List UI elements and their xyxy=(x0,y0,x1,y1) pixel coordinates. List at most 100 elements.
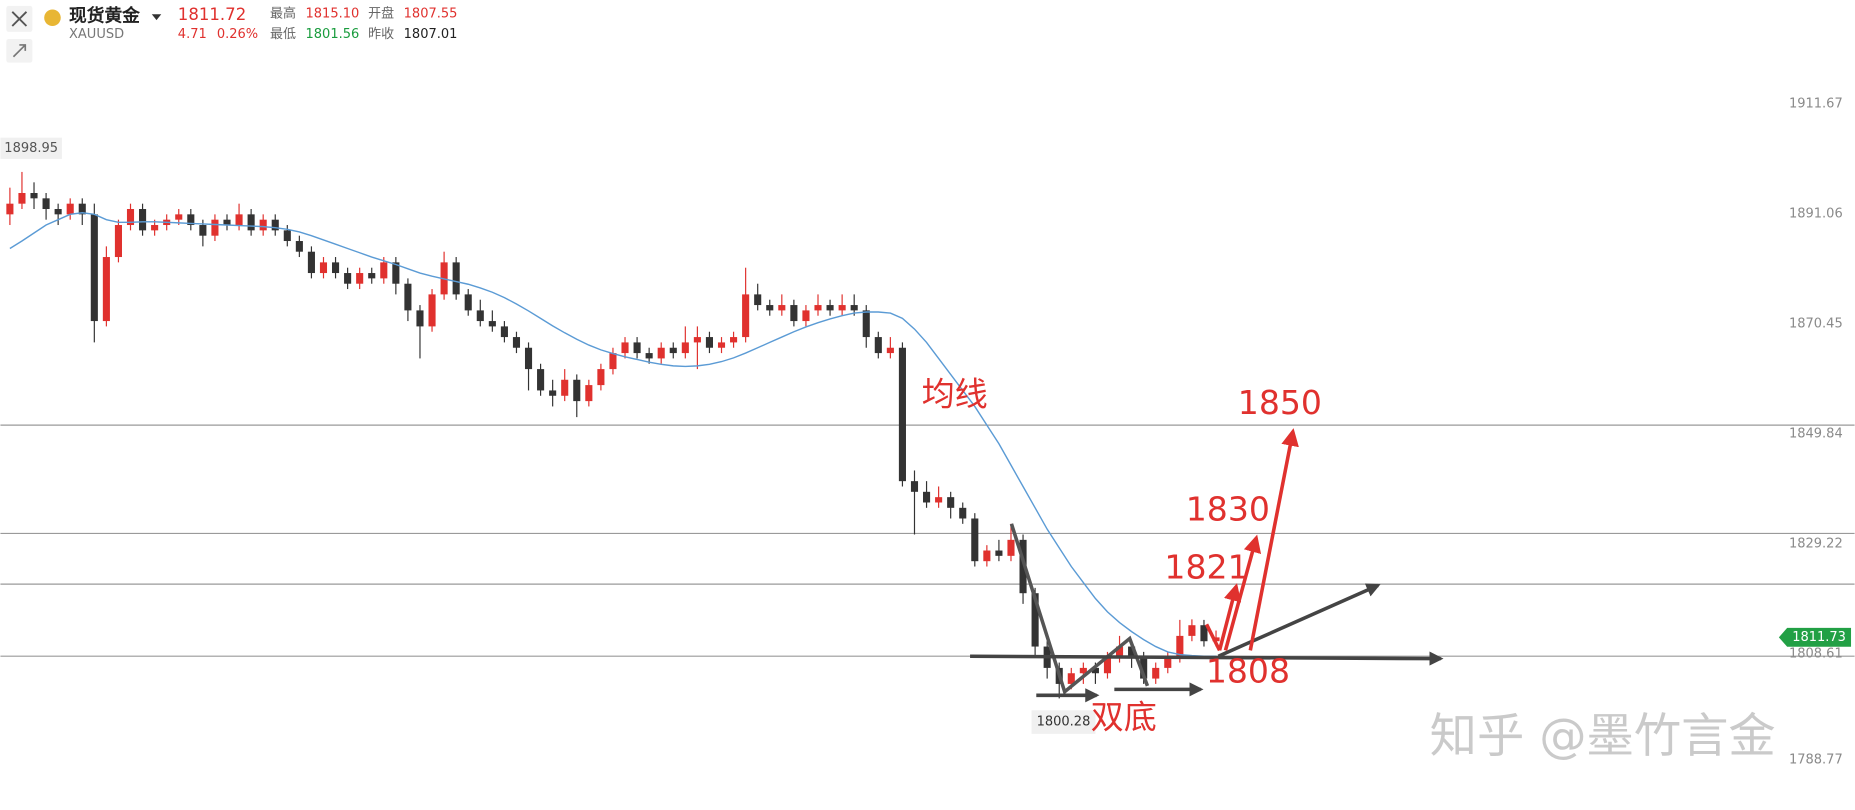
candle-body xyxy=(392,262,400,284)
candle-body xyxy=(959,507,967,519)
candle-body xyxy=(30,193,38,199)
candle-body xyxy=(1176,635,1184,658)
symbol-code: XAUUSD xyxy=(69,27,124,42)
candle-body xyxy=(1140,657,1148,679)
candle-body xyxy=(790,305,798,322)
candle-body xyxy=(476,310,484,322)
candle-body xyxy=(1103,657,1112,674)
candle-body xyxy=(1115,646,1124,658)
stat-label: 最低 xyxy=(270,27,296,42)
candle-body xyxy=(90,214,98,322)
candle-body xyxy=(947,497,955,508)
stat-label: 开盘 xyxy=(368,6,394,22)
candle-body xyxy=(1188,625,1196,636)
candle-body xyxy=(826,305,834,311)
y-tick-label: 1870.45 xyxy=(1789,317,1843,332)
symbol-name[interactable]: 现货黄金 xyxy=(69,5,140,27)
candle-body xyxy=(175,214,183,220)
candle-body xyxy=(983,550,991,562)
candle-body xyxy=(573,379,581,402)
candle-body xyxy=(995,550,1003,556)
candle-body xyxy=(862,310,870,338)
candle-body xyxy=(428,294,436,327)
candle-body xyxy=(1152,667,1160,679)
stat-label: 最高 xyxy=(270,6,296,22)
candle-body xyxy=(838,305,846,311)
candle-body xyxy=(271,219,279,231)
high-label: 1898.95 xyxy=(4,141,58,156)
annotation: 1808 xyxy=(1206,651,1290,690)
candle-body xyxy=(561,379,569,396)
candle-body xyxy=(139,209,147,231)
candle-body xyxy=(549,390,557,396)
candle-body xyxy=(78,203,86,215)
candle-body xyxy=(645,353,653,359)
candle-body xyxy=(778,305,786,311)
candle-body xyxy=(585,385,593,402)
y-tick-label: 1849.84 xyxy=(1789,426,1843,441)
candle-body xyxy=(1128,646,1136,658)
candle-body xyxy=(537,369,545,391)
candle-body xyxy=(814,305,822,311)
stat-value: 1807.01 xyxy=(404,27,458,42)
candle-body xyxy=(452,262,460,295)
moving-average xyxy=(9,212,1217,657)
annotation: 双底 xyxy=(1091,697,1157,736)
tool-button[interactable] xyxy=(6,39,33,63)
change-pct: 0.26% xyxy=(217,27,258,42)
candle-body xyxy=(935,497,943,503)
candle-body xyxy=(874,337,882,354)
annotation: 1830 xyxy=(1186,489,1270,528)
candle-body xyxy=(187,214,195,226)
candle-body xyxy=(102,257,110,322)
candle-body xyxy=(211,219,219,236)
candle-body xyxy=(512,337,521,348)
candle-body xyxy=(524,347,533,370)
candle-body xyxy=(923,491,931,503)
coin-icon xyxy=(44,9,61,27)
candle-body xyxy=(416,310,424,327)
candle-body xyxy=(199,225,207,236)
candle-body xyxy=(356,273,364,284)
drawings xyxy=(970,428,1444,703)
y-tick-label: 1891.06 xyxy=(1789,207,1843,222)
candle-body xyxy=(657,347,665,359)
y-tick-label: 1808.61 xyxy=(1789,646,1843,661)
price: 1811.72 xyxy=(178,5,246,24)
low-badge xyxy=(1031,710,1096,734)
candle-body xyxy=(344,273,352,284)
candle-body xyxy=(1031,593,1039,647)
dropdown[interactable] xyxy=(151,14,162,21)
last-price: 1811.73 xyxy=(1792,630,1846,645)
candle-body xyxy=(42,198,50,210)
candle-body xyxy=(332,262,340,274)
close-button[interactable] xyxy=(6,5,33,32)
candle-body xyxy=(1212,637,1220,642)
candle-body xyxy=(669,347,677,354)
candle-body xyxy=(850,305,858,311)
watermark: 知乎 @墨竹言金 xyxy=(1430,709,1776,764)
candle-body xyxy=(18,193,26,204)
candle-body xyxy=(717,342,726,348)
candle-body xyxy=(633,342,641,354)
change: 4.71 xyxy=(178,27,207,42)
annotation: 1821 xyxy=(1164,547,1248,586)
candle-body xyxy=(742,294,750,338)
candle-body xyxy=(681,342,689,354)
candle-body xyxy=(1019,539,1027,594)
candle-body xyxy=(6,203,14,215)
y-tick-label: 1788.77 xyxy=(1789,752,1843,767)
candle-body xyxy=(802,310,810,322)
candle-body xyxy=(114,225,122,258)
candle-body xyxy=(500,326,508,338)
candle-body xyxy=(609,353,617,370)
candle-body xyxy=(126,209,135,226)
candle-body xyxy=(295,241,303,252)
candle-body xyxy=(464,294,472,311)
annotation: 均线 xyxy=(922,375,988,414)
candle-body xyxy=(54,209,62,215)
candle-body xyxy=(66,203,74,215)
stat-value: 1807.55 xyxy=(404,7,458,22)
